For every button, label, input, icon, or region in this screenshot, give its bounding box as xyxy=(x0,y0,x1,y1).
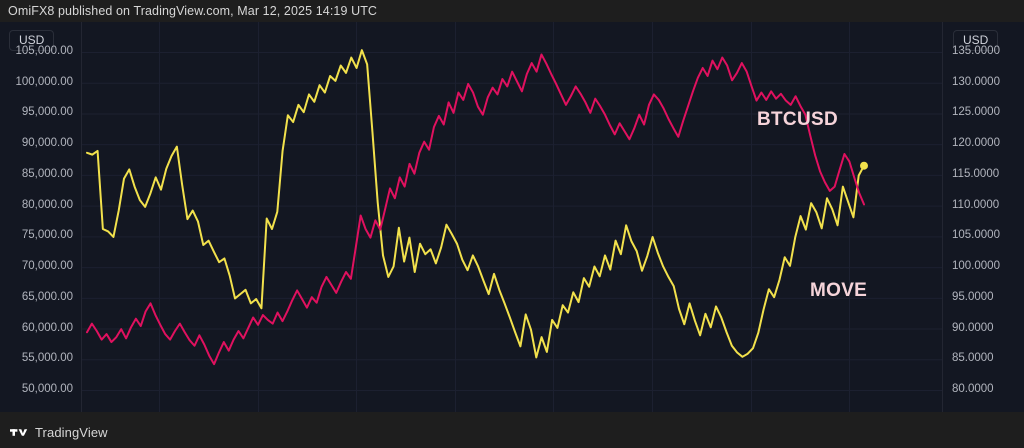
chart-series xyxy=(86,49,868,366)
left-axis-tick: 95,000.00 xyxy=(21,106,73,119)
series-line-btcusd xyxy=(86,53,865,366)
right-axis-tick: 80.0000 xyxy=(952,383,994,395)
right-axis-tick: 130.0000 xyxy=(952,75,1000,88)
right-axis-tick: 135.0000 xyxy=(952,45,1000,57)
left-axis-tick: 85,000.00 xyxy=(21,167,73,180)
price-axis-left[interactable]: USD 105,000.00 100,000.00 95,000.00 90,000.… xyxy=(0,22,82,412)
left-axis-tick: 65,000.00 xyxy=(21,290,73,303)
right-axis-tick: 105.0000 xyxy=(952,229,1000,242)
left-axis-tick: 70,000.00 xyxy=(21,260,73,273)
left-axis-tick: 60,000.00 xyxy=(21,321,73,334)
series-line-move xyxy=(86,49,865,359)
publish-attribution: OmiFX8 published on TradingView.com, Mar… xyxy=(8,4,378,18)
left-axis-tick: 80,000.00 xyxy=(21,198,73,211)
right-axis-tick: 120.0000 xyxy=(952,137,1000,150)
tradingview-logo-icon xyxy=(10,429,28,436)
chart-footer: TradingView xyxy=(0,412,1024,448)
left-axis-tick: 50,000.00 xyxy=(21,383,73,395)
right-axis-tick: 115.0000 xyxy=(952,167,1000,180)
chart-gridlines xyxy=(82,22,942,412)
left-axis-currency-badge[interactable]: USD xyxy=(9,30,55,51)
plot-area xyxy=(82,22,942,412)
left-axis-tick: 75,000.00 xyxy=(21,229,73,242)
right-axis-currency-badge[interactable]: USD xyxy=(953,30,999,51)
chart-frame: USD 105,000.00 100,000.00 95,000.00 90,000.… xyxy=(0,22,1024,412)
chart-header: OmiFX8 published on TradingView.com, Mar… xyxy=(0,0,1024,22)
right-axis-tick: 85.0000 xyxy=(952,352,994,365)
series-end-marker-move xyxy=(860,161,868,170)
series-label-move: MOVE xyxy=(810,280,868,301)
right-axis-tick: 100.0000 xyxy=(952,260,1000,273)
series-label-btcusd: BTCUSD xyxy=(757,109,838,130)
right-axis-tick: 110.0000 xyxy=(952,198,1000,211)
left-axis-tick: 105,000.00 xyxy=(15,45,73,57)
right-axis-tick: 95.0000 xyxy=(952,290,994,303)
left-axis-tick: 90,000.00 xyxy=(21,137,73,150)
left-axis-tick: 100,000.00 xyxy=(15,75,73,88)
tradingview-brand: TradingView xyxy=(35,425,108,440)
right-axis-tick: 125.0000 xyxy=(952,106,1000,119)
left-axis-tick: 55,000.00 xyxy=(21,352,73,365)
right-axis-tick: 90.0000 xyxy=(952,321,994,334)
price-axis-right[interactable]: USD 135.0000 130.0000 125.0000 120.0000 115.… xyxy=(942,22,1024,412)
